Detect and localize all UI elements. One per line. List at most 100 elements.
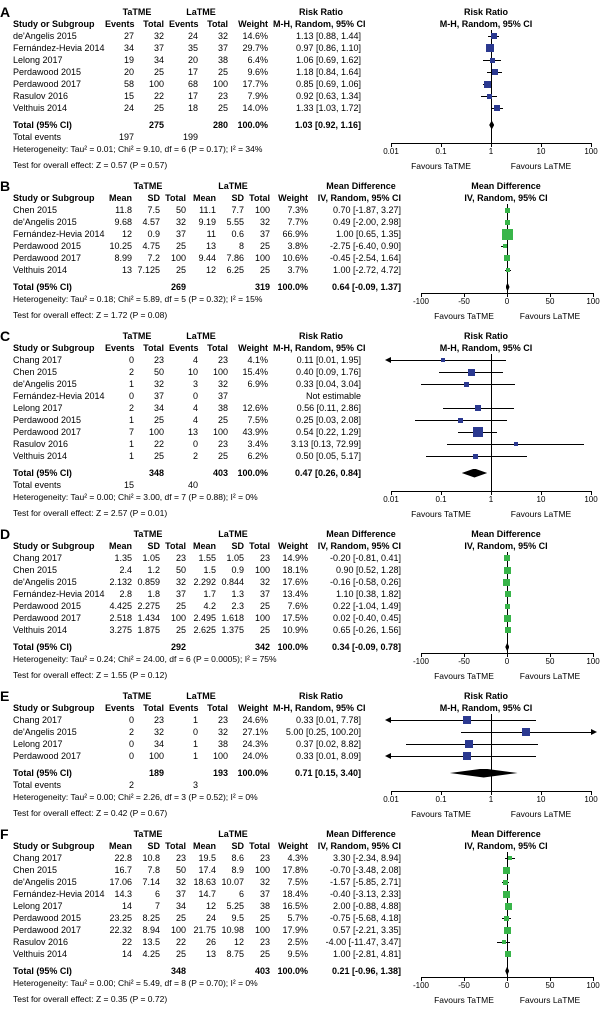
effect-cell: -0.40 [-3.13, 2.33] (329, 889, 401, 899)
data-cell: 17.06 (109, 877, 132, 887)
column-header: Total (207, 703, 228, 713)
plot-cell (369, 90, 603, 102)
data-cell: 0 (128, 751, 134, 761)
total-events-1: 15 (123, 480, 134, 490)
effect-cell: 0.56 [0.11, 2.86] (296, 403, 361, 413)
header-row-columns: Study or Subgroup Events Total Events Total W… (13, 342, 605, 354)
total-events-row: Total events 15 40 (13, 479, 605, 491)
overall-effect-text: Test for overall effect: Z = 0.42 (P = 0… (13, 808, 168, 818)
spacer (13, 180, 105, 192)
data-cell: 13 (121, 265, 132, 275)
effect-square (503, 915, 509, 921)
effect-method-header: M-H, Random, 95% CI (273, 343, 366, 353)
data-cell: 0.9 (231, 565, 244, 575)
study-row: Perdawood 2015 20 25 17 25 9.6% 1.18 [0.84, 1.… (13, 66, 605, 78)
plot-cell (369, 78, 603, 90)
plot-effect-title: Mean Difference (471, 829, 541, 839)
column-header: Events (105, 703, 135, 713)
data-cell: 23 (175, 553, 186, 563)
study-row: Perdawood 2015 4.425 2.275 25 4.2 2.3 25 7.6% 0.… (13, 600, 605, 612)
plot-cell (409, 204, 603, 216)
study-row: Perdawood 2017 58 100 68 100 17.7% 0.85 [0.69,… (13, 78, 605, 90)
total-label: Total (95% CI) (13, 120, 72, 130)
plot-method-header: IV, Random, 95% CI (464, 193, 548, 203)
study-row: Velthuis 2014 3.275 1.875 25 2.625 1.375 25 10.… (13, 624, 605, 636)
plot-cell (369, 762, 603, 767)
study-name: Fernández-Hevia 2014 (13, 391, 105, 401)
effect-title: Mean Difference (326, 181, 396, 191)
data-cell: 7.86 (226, 253, 244, 263)
study-name: Velthuis 2014 (13, 265, 68, 275)
plot-effect-title: Mean Difference (471, 529, 541, 539)
data-cell: 14 (121, 949, 132, 959)
effect-method-header: IV, Random, 95% CI (317, 193, 401, 203)
data-cell: 25 (175, 913, 186, 923)
column-header: Total (165, 841, 186, 851)
data-cell: 1 (128, 379, 134, 389)
data-cell: 2.292 (193, 577, 216, 587)
data-cell: 0 (192, 391, 198, 401)
plot-cell (369, 378, 603, 390)
effect-square (504, 951, 511, 957)
center-line (506, 636, 508, 641)
effect-square (503, 555, 510, 561)
plot-cell (369, 726, 603, 738)
total-effect: 1.03 [0.92, 1.16] (294, 120, 361, 130)
spacer-row (13, 636, 605, 641)
study-row: Chen 2015 11.8 7.5 50 11.1 7.7 100 7.3% 0.70 [-1… (13, 204, 605, 216)
data-cell: 1.05 (142, 553, 160, 563)
effect-cell: -0.20 [-0.81, 0.41] (329, 553, 401, 563)
total-events-1: 2 (128, 780, 134, 790)
data-cell: 0.9 (147, 229, 160, 239)
data-cell: 50 (175, 865, 186, 875)
study-row: Chang 2017 22.8 10.8 23 19.5 8.6 23 4.3% 3.30 [-… (13, 852, 605, 864)
ci-line (391, 359, 506, 361)
effect-title: Mean Difference (326, 829, 396, 839)
group1-header: TaTME (122, 331, 152, 341)
plot-cell (369, 366, 603, 378)
data-cell: 10.25 (109, 241, 132, 251)
plot-cell (369, 66, 603, 78)
data-cell: 8.75 (226, 949, 244, 959)
center-line (490, 114, 492, 119)
total-n2: 403 (254, 966, 270, 976)
total-row: Total (95% CI) 275 280 100.0% 1.03 [0.92, 1.… (13, 119, 605, 131)
effect-cell: 2.00 [-0.88, 4.88] (332, 901, 401, 911)
study-row: Lelong 2017 19 34 20 38 6.4% 1.06 [0.69, 1.62] (13, 54, 605, 66)
tick-label: 10 (536, 147, 546, 156)
data-cell: 11 (206, 229, 216, 239)
weight-header: Weight (238, 703, 268, 713)
overall-effect-row: Test for overall effect: Z = 1.55 (P = 0… (13, 669, 605, 681)
total-n1: 348 (170, 966, 186, 976)
header-row-columns: Study or Subgroup Mean SD Total Mean SD Total W… (13, 540, 605, 552)
data-cell: 12 (205, 901, 216, 911)
column-header: Total (143, 19, 164, 29)
tick-label: 0.01 (383, 147, 399, 156)
data-cell: 37 (217, 43, 228, 53)
effect-cell: -0.70 [-3.48, 2.08] (329, 865, 401, 875)
effect-square (501, 940, 506, 944)
study-name: Perdawood 2015 (13, 601, 82, 611)
data-cell: 25 (217, 415, 228, 425)
data-cell: 22 (121, 937, 132, 947)
weight-cell: 6.9% (247, 379, 268, 389)
data-cell: 50 (153, 367, 164, 377)
data-cell: 25 (259, 949, 270, 959)
group2-header: LaTME (218, 181, 248, 191)
data-cell: 20 (123, 67, 134, 77)
weight-cell: 5.7% (287, 913, 308, 923)
tick-label: 100 (586, 657, 600, 666)
study-name: Lelong 2017 (13, 739, 63, 749)
effect-square (465, 740, 474, 748)
effect-square (502, 228, 514, 240)
weight-cell: 7.5% (247, 415, 268, 425)
effect-cell: 0.90 [0.52, 1.28] (335, 565, 401, 575)
total-events-2: 3 (192, 780, 198, 790)
study-name: Perdawood 2017 (13, 925, 82, 935)
plot-cell (409, 600, 603, 612)
total-events-1: 197 (118, 132, 134, 142)
effect-cell: 0.11 [0.01, 1.95] (296, 355, 361, 365)
plot-method-header: IV, Random, 95% CI (464, 541, 548, 551)
data-cell: 37 (259, 589, 270, 599)
plot-cell (369, 426, 603, 438)
